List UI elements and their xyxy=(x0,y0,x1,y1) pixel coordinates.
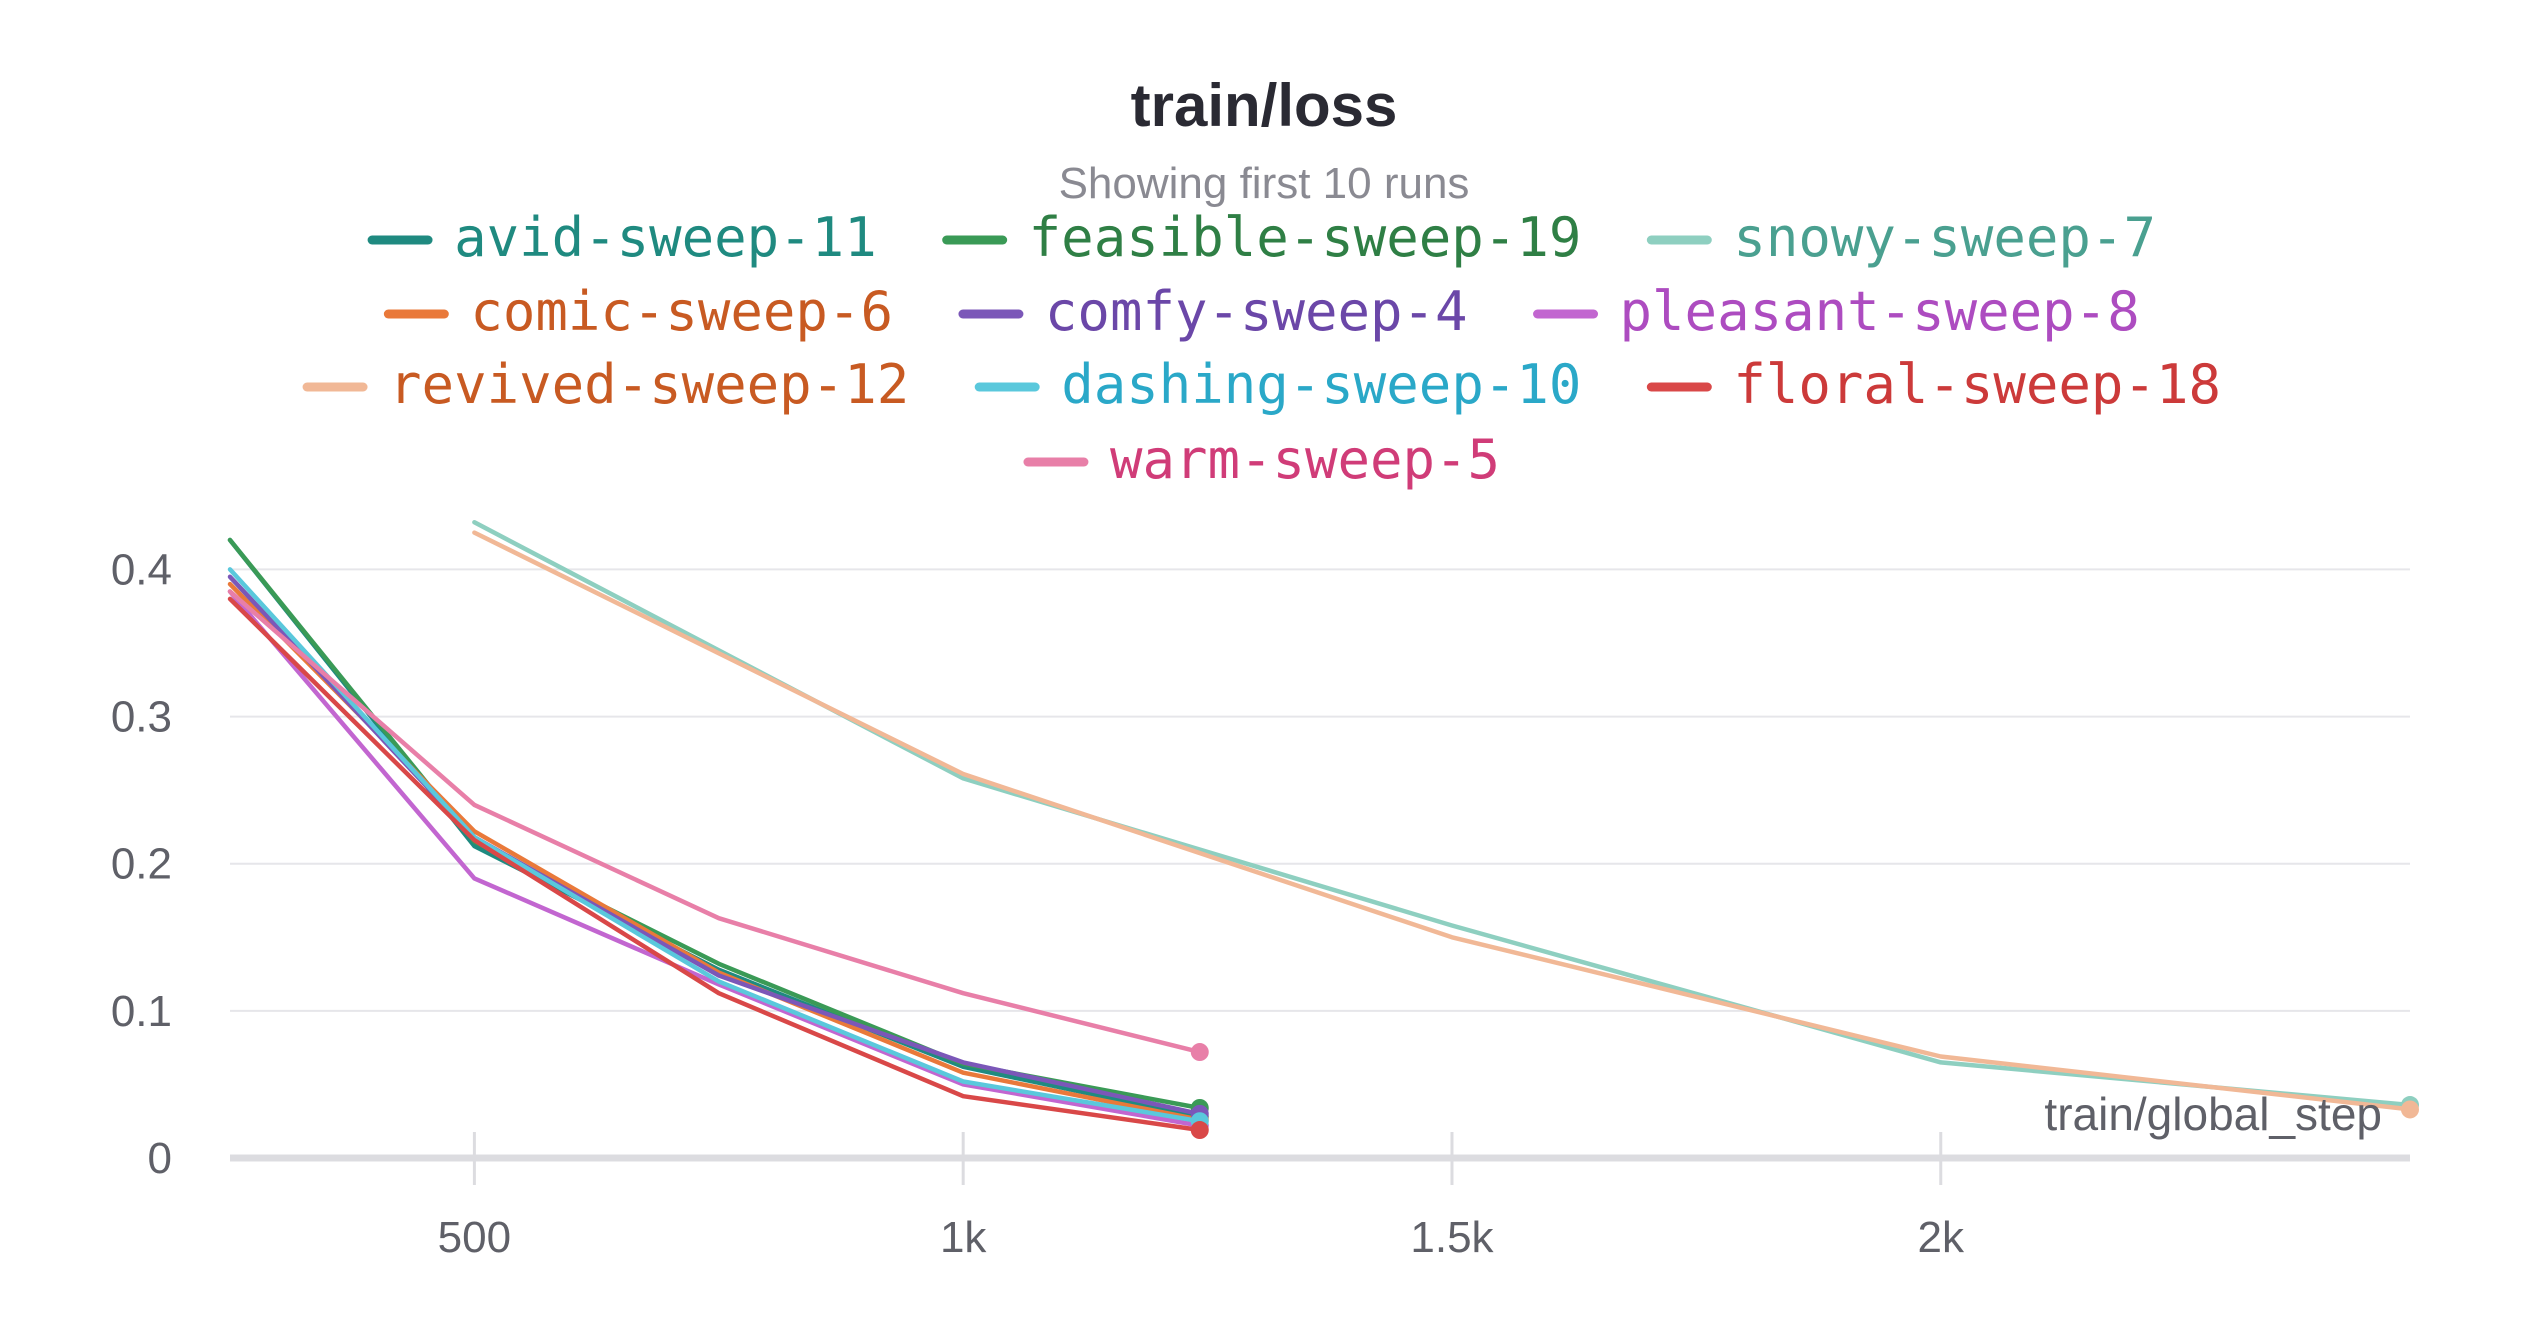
series-end-point xyxy=(2401,1100,2419,1119)
legend-item[interactable]: comfy-sweep-4 xyxy=(958,280,1468,343)
y-tick-label: 0.4 xyxy=(111,545,172,594)
x-tick-label: 500 xyxy=(438,1213,511,1262)
legend-item[interactable]: dashing-sweep-10 xyxy=(974,353,1581,416)
legend: avid-sweep-11 feasible-sweep-19 snowy-swee… xyxy=(302,206,2221,491)
legend-item[interactable]: comic-sweep-6 xyxy=(383,280,893,343)
legend-label: feasible-sweep-19 xyxy=(1029,206,1582,269)
series-line-comic-sweep-6 xyxy=(227,581,1203,1122)
legend-item[interactable]: pleasant-sweep-8 xyxy=(1533,280,2140,343)
series-line-snowy-sweep-7 xyxy=(472,520,2413,1108)
y-tick-label: 0.1 xyxy=(111,987,172,1036)
x-tick-label: 2k xyxy=(1918,1213,1965,1262)
y-tick-label: 0 xyxy=(148,1134,172,1183)
legend-item[interactable]: warm-sweep-5 xyxy=(1023,428,1500,491)
legend-item[interactable]: feasible-sweep-19 xyxy=(942,206,1582,269)
series-line-feasible-sweep-19 xyxy=(227,537,1203,1111)
series-end-point xyxy=(1190,1121,1209,1140)
series-line-warm-sweep-5 xyxy=(227,589,1203,1055)
series-line-revived-sweep-12 xyxy=(472,530,2413,1112)
series-line-dashing-sweep-10 xyxy=(227,567,1203,1124)
legend-label: floral-sweep-18 xyxy=(1733,353,2221,416)
x-tick-label: 1.5k xyxy=(1410,1213,1494,1262)
legend-item[interactable]: avid-sweep-11 xyxy=(367,206,877,269)
legend-item[interactable]: snowy-sweep-7 xyxy=(1646,206,2156,269)
x-tick-label: 1k xyxy=(940,1213,987,1262)
legend-label: dashing-sweep-10 xyxy=(1061,353,1581,416)
series-lines xyxy=(227,520,2419,1140)
legend-item[interactable]: revived-sweep-12 xyxy=(302,353,909,416)
legend-label: warm-sweep-5 xyxy=(1110,428,1500,491)
series-line-floral-sweep-18 xyxy=(227,596,1203,1133)
grid-lines xyxy=(230,568,2410,1012)
legend-label: comic-sweep-6 xyxy=(470,280,893,343)
series-end-point xyxy=(1190,1043,1209,1062)
chart-title: train/loss xyxy=(1131,72,1398,139)
chart-subtitle: Showing first 10 runs xyxy=(1059,159,1470,208)
y-tick-label: 0.3 xyxy=(111,693,172,742)
y-tick-label: 0.2 xyxy=(111,840,172,889)
legend-label: revived-sweep-12 xyxy=(389,353,909,416)
legend-label: snowy-sweep-7 xyxy=(1733,206,2156,269)
x-axis-label: train/global_step xyxy=(2044,1088,2382,1140)
legend-label: comfy-sweep-4 xyxy=(1045,280,1468,343)
legend-label: avid-sweep-11 xyxy=(454,206,877,269)
series-line-pleasant-sweep-8 xyxy=(227,589,1203,1128)
x-axis: 500 1k 1.5k 2k xyxy=(230,1132,2410,1262)
series-line-avid-sweep-11 xyxy=(227,537,1203,1120)
legend-item[interactable]: floral-sweep-18 xyxy=(1646,353,2221,416)
y-axis: 0 0.1 0.2 0.3 0.4 xyxy=(111,545,172,1183)
legend-label: pleasant-sweep-8 xyxy=(1620,280,2140,343)
series-line-comfy-sweep-4 xyxy=(227,574,1203,1117)
